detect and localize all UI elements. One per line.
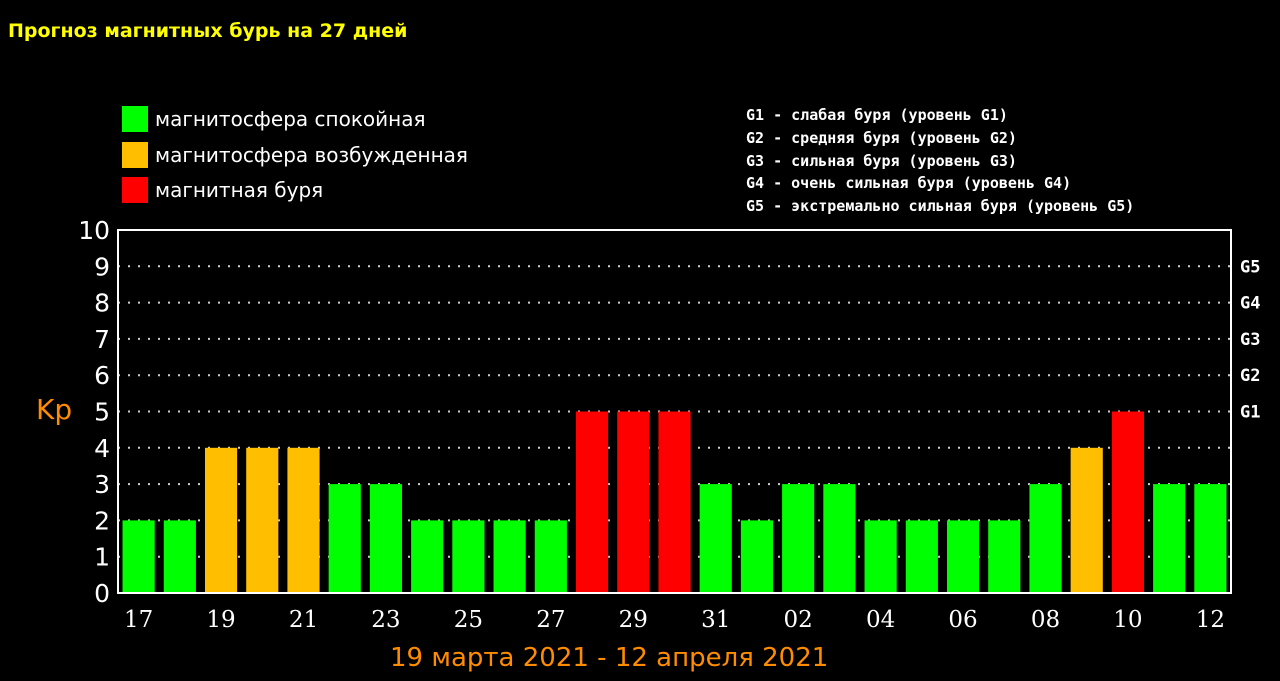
bar-17 [122,520,155,593]
y-tick-1: 1 [94,543,110,572]
bar-10 [1111,411,1145,593]
bar-28 [575,411,609,593]
bar-03 [823,484,856,593]
y-tick-3: 3 [94,470,110,499]
bar-25 [452,520,485,593]
bar-20 [246,447,279,593]
g-tick-g4: G4 [1240,294,1260,314]
x-tick-04: 04 [866,607,895,633]
x-tick-08: 08 [1031,607,1060,633]
x-tick-27: 27 [536,607,565,633]
legend-item-storm: магнитная буря [122,177,323,203]
y-tick-0: 0 [94,579,110,608]
y-tick-2: 2 [94,506,110,535]
y-tick-10: 10 [78,216,110,245]
bar-01 [740,520,774,593]
bar-22 [328,484,361,593]
date-range-label: 19 марта 2021 - 12 апреля 2021 [390,643,829,673]
x-tick-17: 17 [124,607,153,633]
storm-level-g2: G2 - средняя буря (уровень G2) [746,128,1017,147]
bar-18 [163,520,196,593]
legend-swatch-excited [122,142,148,168]
legend-label-storm: магнитная буря [155,178,324,202]
storm-level-g1: G1 - слабая буря (уровень G1) [746,106,1008,124]
x-tick-19: 19 [206,607,235,633]
bar-02 [782,484,815,593]
y-axis-label: Kp [36,393,73,426]
x-tick-10: 10 [1113,607,1142,633]
bar-19 [204,447,238,593]
x-tick-31: 31 [701,607,730,633]
bar-09 [1070,447,1103,593]
g-tick-g5: G5 [1240,257,1260,277]
x-tick-23: 23 [371,607,400,633]
legend-label-calm: магнитосфера спокойная [155,107,426,131]
storm-levels-legend: G1 - слабая буря (уровень G1) G2 - средн… [746,104,1134,218]
bar-07 [988,520,1021,593]
x-tick-06: 06 [948,607,977,633]
g-tick-g3: G3 [1240,330,1260,350]
legend-swatch-storm [122,177,148,203]
y-tick-6: 6 [94,361,110,390]
chart-title: Прогноз магнитных бурь на 27 дней [8,20,408,42]
y-tick-8: 8 [94,289,110,318]
storm-level-g3: G3 - сильная буря (уровень G3) [746,151,1017,170]
legend-label-excited: магнитосфера возбужденная [155,143,468,167]
bar-06 [946,520,980,593]
y-tick-5: 5 [94,398,110,427]
legend-item-calm: магнитосфера спокойная [122,106,426,132]
g-tick-g2: G2 [1240,366,1260,386]
legend-item-excited: магнитосфера возбужденная [122,142,468,168]
bar-04 [864,520,897,593]
x-tick-02: 02 [784,607,813,633]
bar-26 [493,520,526,593]
bar-12 [1194,484,1227,593]
plot-frame [117,229,1232,594]
y-tick-7: 7 [94,325,110,354]
y-tick-9: 9 [94,252,110,281]
g-tick-g1: G1 [1240,403,1260,423]
bar-31 [699,484,732,593]
bar-27 [534,520,567,593]
bar-24 [411,520,444,593]
x-tick-25: 25 [454,607,483,633]
y-tick-4: 4 [94,434,110,463]
bar-11 [1153,484,1186,593]
bar-29 [617,411,650,593]
bar-08 [1029,484,1062,593]
storm-level-g5: G5 - экстремально сильная буря (уровень … [746,197,1135,216]
bar-23 [369,484,403,593]
bar-21 [287,447,320,593]
x-tick-21: 21 [289,607,318,633]
x-tick-12: 12 [1196,607,1225,633]
bar-05 [905,520,938,593]
legend-swatch-calm [122,106,148,132]
bar-30 [658,411,691,593]
x-tick-29: 29 [619,607,648,633]
storm-level-g4: G4 - очень сильная буря (уровень G4) [746,174,1072,193]
